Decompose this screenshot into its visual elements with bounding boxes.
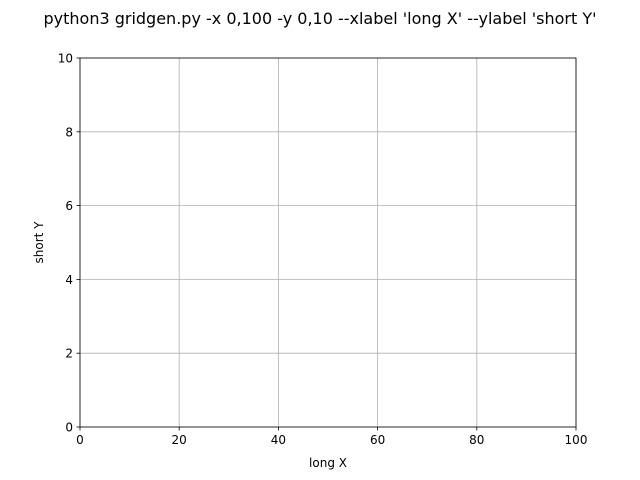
- grid-lines: [79, 57, 577, 428]
- x-tick-label: 0: [76, 433, 84, 447]
- plot-frame: [79, 57, 577, 428]
- y-tick-label: 2: [65, 347, 73, 361]
- x-tick-label: 80: [469, 433, 484, 447]
- plot-area: 0 20 40 60 80 100 0 2 4 6 8 10: [58, 52, 588, 448]
- x-axis-label: long X: [309, 456, 347, 470]
- y-tick-label: 8: [65, 125, 73, 139]
- plot-background: [80, 58, 576, 427]
- y-axis-label: short Y: [32, 221, 46, 264]
- x-tick-label: 60: [370, 433, 385, 447]
- chart-title: python3 gridgen.py -x 0,100 -y 0,10 --xl…: [43, 9, 596, 28]
- x-tick-label: 40: [271, 433, 286, 447]
- axis-ticks: 0 20 40 60 80 100 0 2 4 6 8 10: [58, 52, 588, 448]
- x-tick-label: 20: [172, 433, 187, 447]
- y-tick-label: 0: [65, 421, 73, 435]
- y-tick-label: 6: [65, 199, 73, 213]
- y-tick-label: 4: [65, 273, 73, 287]
- x-tick-label: 100: [565, 433, 588, 447]
- y-tick-label: 10: [58, 52, 73, 66]
